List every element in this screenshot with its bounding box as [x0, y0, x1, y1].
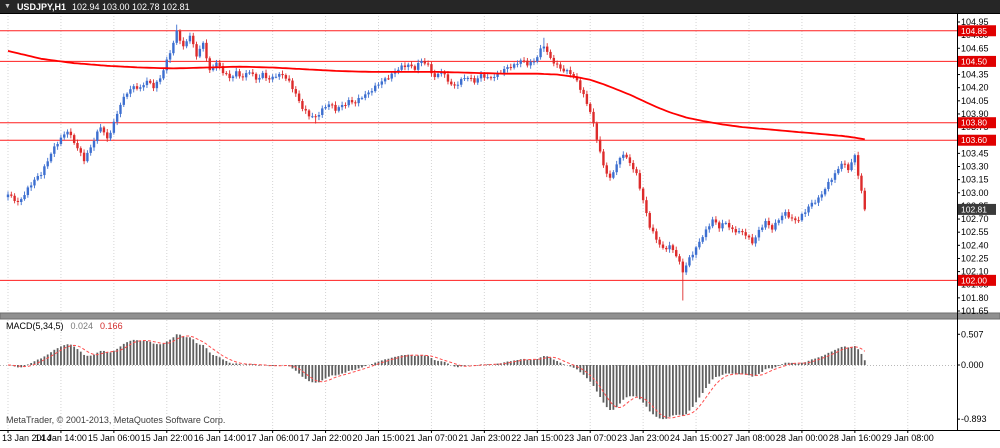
chart-menu-icon[interactable]: ▼	[4, 3, 11, 10]
current-price-box: 102.81	[958, 203, 996, 215]
price-line-box: 104.50	[958, 55, 996, 67]
price-line-box-text: 103.80	[961, 118, 987, 128]
price-axis-label: 102.70	[961, 214, 989, 224]
macd-histogram	[10, 334, 866, 420]
time-axis-label: 14 Jan 14:00	[35, 433, 87, 443]
time-axis-label: 15 Jan 22:00	[141, 433, 193, 443]
indicator-macd-value: 0.024	[70, 321, 94, 331]
time-axis-label: 16 Jan 14:00	[194, 433, 246, 443]
time-axis-label: 24 Jan 15:00	[670, 433, 722, 443]
panel-splitter[interactable]	[0, 312, 1000, 320]
price-line-box-text: 103.60	[961, 135, 987, 145]
price-axis-label: 102.10	[961, 267, 989, 277]
price-axis-label: 101.65	[961, 306, 989, 316]
price-axis-label: 103.15	[961, 175, 989, 185]
time-axis-label: 22 Jan 15:00	[511, 433, 563, 443]
indicator-signal-value: 0.166	[100, 321, 123, 331]
price-line-box: 104.85	[958, 25, 996, 37]
macd-axis-label: -0.893	[961, 414, 987, 424]
price-line-box: 103.60	[958, 134, 996, 146]
price-line-box: 103.80	[958, 117, 996, 129]
price-line-box-text: 104.50	[961, 56, 987, 66]
price-axis-label: 102.40	[961, 240, 989, 250]
price-line-box-text: 104.85	[961, 26, 987, 36]
candlestick-series	[6, 24, 866, 301]
macd-axis-label: 0.000	[961, 360, 984, 370]
macd-signal-line	[7, 335, 866, 419]
indicator-name: MACD(5,34,5)	[6, 321, 64, 331]
time-axis-label: 13 Jan 2014	[2, 433, 52, 443]
macd-axis[interactable]: 0.507 0.000 -0.893	[957, 329, 987, 424]
price-line-box-text: 102.00	[961, 275, 987, 285]
price-axis-label: 102.25	[961, 253, 989, 263]
time-axis-label: 23 Jan 23:00	[617, 433, 669, 443]
price-axis-label: 103.45	[961, 148, 989, 158]
horizontal-price-lines[interactable]	[0, 30, 957, 281]
price-axis-label: 104.35	[961, 70, 989, 80]
moving-average-line[interactable]	[7, 50, 865, 141]
price-axis-label: 103.90	[961, 109, 989, 119]
chart-ohlc-values: 102.94 103.00 102.78 102.81	[71, 1, 190, 12]
time-axis-label: 21 Jan 07:00	[405, 433, 457, 443]
time-axis-label: 17 Jan 22:00	[300, 433, 352, 443]
macd-axis-label: 0.507	[961, 329, 984, 339]
price-axis-label: 102.55	[961, 227, 989, 237]
time-axis-label: 15 Jan 06:00	[88, 433, 140, 443]
time-axis-label: 27 Jan 08:00	[723, 433, 775, 443]
chart-symbol-title: USDJPY,H1	[16, 1, 66, 12]
copyright-text: MetaTrader, © 2001-2013, MetaQuotes Soft…	[6, 415, 226, 425]
chart-titlebar[interactable]: ▼ USDJPY,H1 102.94 103.00 102.78 102.81	[0, 0, 1000, 14]
indicator-label: MACD(5,34,5) 0.024 0.166	[6, 321, 123, 331]
price-axis-label: 103.00	[961, 188, 989, 198]
time-axis-label: 20 Jan 15:00	[352, 433, 404, 443]
current-price-box-text: 102.81	[961, 204, 987, 214]
time-axis-label: 28 Jan 16:00	[829, 433, 881, 443]
price-axis-label: 104.05	[961, 96, 989, 106]
price-line-box: 102.00	[958, 274, 996, 286]
price-axis-label: 103.30	[961, 162, 989, 172]
time-axis-label: 29 Jan 08:00	[882, 433, 934, 443]
price-axis-label: 104.95	[961, 17, 989, 27]
time-axis-label: 21 Jan 23:00	[458, 433, 510, 443]
time-axis-label: 23 Jan 07:00	[564, 433, 616, 443]
price-axis-label: 104.20	[961, 83, 989, 93]
price-axis-label: 104.65	[961, 43, 989, 53]
price-axis-label: 101.80	[961, 293, 989, 303]
time-axis-label: 28 Jan 00:00	[776, 433, 828, 443]
time-axis-label: 17 Jan 06:00	[247, 433, 299, 443]
